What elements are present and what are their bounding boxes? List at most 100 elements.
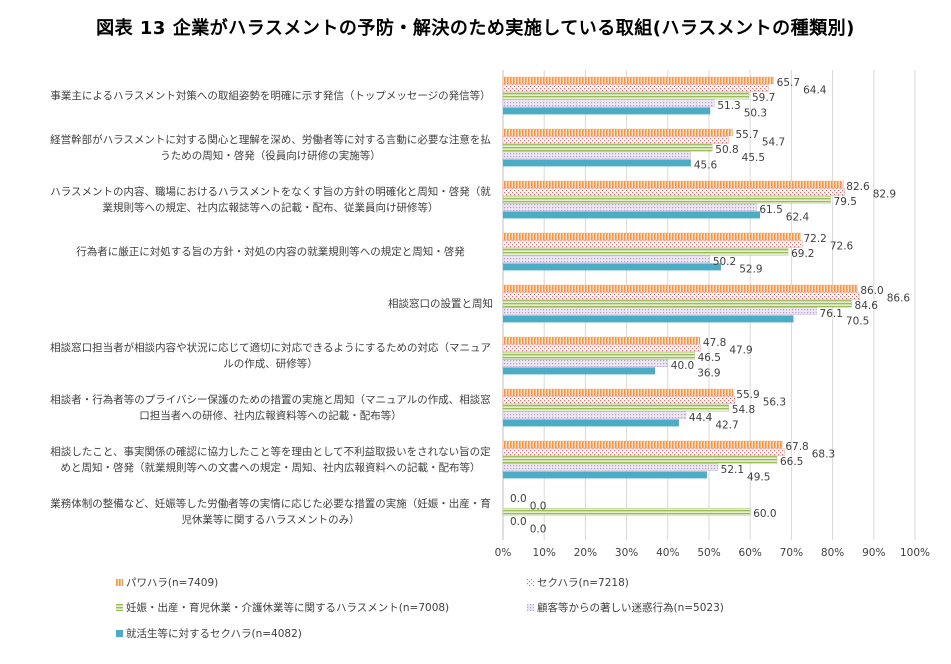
data-label: 61.5 (759, 204, 782, 216)
x-tick-label: 60% (739, 547, 762, 559)
x-tick-label: 10% (533, 547, 556, 559)
bar (503, 367, 656, 375)
data-label: 67.8 (785, 441, 808, 453)
data-label: 45.6 (694, 159, 718, 171)
bar (503, 471, 707, 479)
category-label: 経営幹部がハラスメントに対する関心と理解を深め、労働者等に対する言動に必要な注意… (50, 134, 491, 162)
bar (502, 508, 751, 516)
bar (502, 136, 729, 144)
data-label: 36.9 (697, 367, 720, 379)
legend-label: セクハラ(n=7218) (537, 577, 629, 589)
data-label: 59.7 (752, 92, 775, 104)
data-label: 49.5 (747, 471, 770, 483)
data-label: 0.0 (510, 516, 527, 528)
x-tick-label: 70% (780, 547, 803, 559)
bar (502, 255, 710, 263)
x-tick-label: 40% (656, 547, 679, 559)
data-label: 64.4 (803, 85, 827, 97)
category-label: 相談窓口の設置と周知 (388, 298, 493, 310)
bar (502, 76, 774, 85)
data-label: 52.9 (739, 263, 762, 275)
data-label: 50.3 (744, 107, 767, 119)
bar (502, 463, 718, 471)
bar (502, 196, 831, 204)
data-label: 45.5 (742, 152, 765, 164)
data-label: 42.7 (715, 419, 738, 431)
bar (502, 352, 695, 360)
bar (502, 240, 803, 248)
bar (502, 359, 668, 367)
data-label: 0.0 (510, 493, 527, 505)
bar (502, 84, 769, 92)
x-tick-label: 50% (697, 547, 720, 559)
data-label: 56.3 (763, 397, 786, 409)
bar (502, 248, 789, 256)
data-label: 82.6 (846, 181, 870, 193)
bar (502, 188, 845, 196)
x-tick-label: 20% (574, 547, 597, 559)
data-label: 44.4 (689, 412, 713, 424)
data-label: 65.7 (777, 77, 800, 89)
bar (502, 292, 860, 300)
bar (502, 232, 801, 241)
bar (502, 388, 734, 397)
data-label: 84.6 (855, 300, 879, 312)
category-label: 相談したこと、事実関係の確認に協力したこと等を理由として不利益取扱いをされない旨… (50, 446, 491, 474)
legend-swatch (527, 579, 534, 586)
bar (502, 284, 858, 293)
bar (502, 92, 750, 100)
legend-swatch (527, 604, 534, 611)
bar (502, 128, 733, 137)
data-label: 66.5 (780, 456, 803, 468)
data-label: 47.9 (729, 345, 752, 357)
bar (502, 336, 701, 345)
bar (503, 315, 794, 323)
bar (502, 396, 736, 404)
x-tick-label: 0% (495, 547, 512, 559)
category-label: 業務体制の整備など、妊娠等した労働者等の実情に応じた必要な措置の実施（妊娠・出産… (50, 498, 491, 526)
legend-label: 顧客等からの著しい迷惑行為(n=5023) (537, 602, 724, 614)
legend-item: 妊娠・出産・育児休業・介護休業等に関するハラスメント(n=7008) (116, 600, 449, 615)
legend-swatch (116, 630, 123, 637)
data-label: 79.5 (834, 196, 857, 208)
legend-item: 顧客等からの著しい迷惑行為(n=5023) (527, 600, 724, 615)
legend-label: パワハラ(n=7409) (126, 577, 219, 589)
data-label: 68.3 (812, 449, 835, 461)
bar (503, 263, 721, 271)
bar (502, 344, 701, 352)
data-label: 40.0 (671, 360, 694, 372)
data-label: 50.8 (715, 144, 738, 156)
legend-item: セクハラ(n=7218) (527, 575, 629, 590)
data-label: 70.5 (846, 315, 869, 327)
data-label: 46.5 (698, 352, 721, 364)
legend-swatch (116, 579, 123, 586)
data-label: 54.8 (732, 404, 755, 416)
legend-label: 就活生等に対するセクハラ(n=4082) (126, 628, 302, 640)
data-label: 76.1 (820, 308, 843, 320)
bar (503, 211, 761, 219)
data-label: 50.2 (713, 256, 736, 268)
x-tick-label: 80% (821, 547, 844, 559)
bar (502, 440, 783, 449)
bar (502, 151, 691, 159)
legend-label: 妊娠・出産・育児休業・介護休業等に関するハラスメント(n=7008) (126, 602, 450, 614)
category-label: 相談者・行為者等のプライバシー保護のための措置の実施と周知（マニュアルの作成、相… (50, 394, 491, 422)
category-label: ハラスメントの内容、職場におけるハラスメントをなくす旨の方針の明確化と周知・啓発… (50, 186, 491, 214)
data-label: 62.4 (786, 211, 810, 223)
data-label: 86.6 (887, 293, 911, 305)
bar (502, 99, 715, 107)
data-label: 47.8 (703, 337, 726, 349)
data-label: 51.3 (717, 100, 740, 112)
legend-swatch (116, 604, 123, 611)
bar (502, 307, 817, 315)
bar (502, 180, 844, 189)
data-label: 86.0 (860, 285, 883, 297)
data-label: 55.9 (736, 389, 759, 401)
legend-item: 就活生等に対するセクハラ(n=4082) (116, 626, 302, 641)
bar (502, 300, 852, 308)
data-label: 0.0 (530, 523, 547, 535)
bar (502, 448, 785, 456)
bar (502, 203, 757, 211)
data-label: 55.7 (735, 129, 758, 141)
